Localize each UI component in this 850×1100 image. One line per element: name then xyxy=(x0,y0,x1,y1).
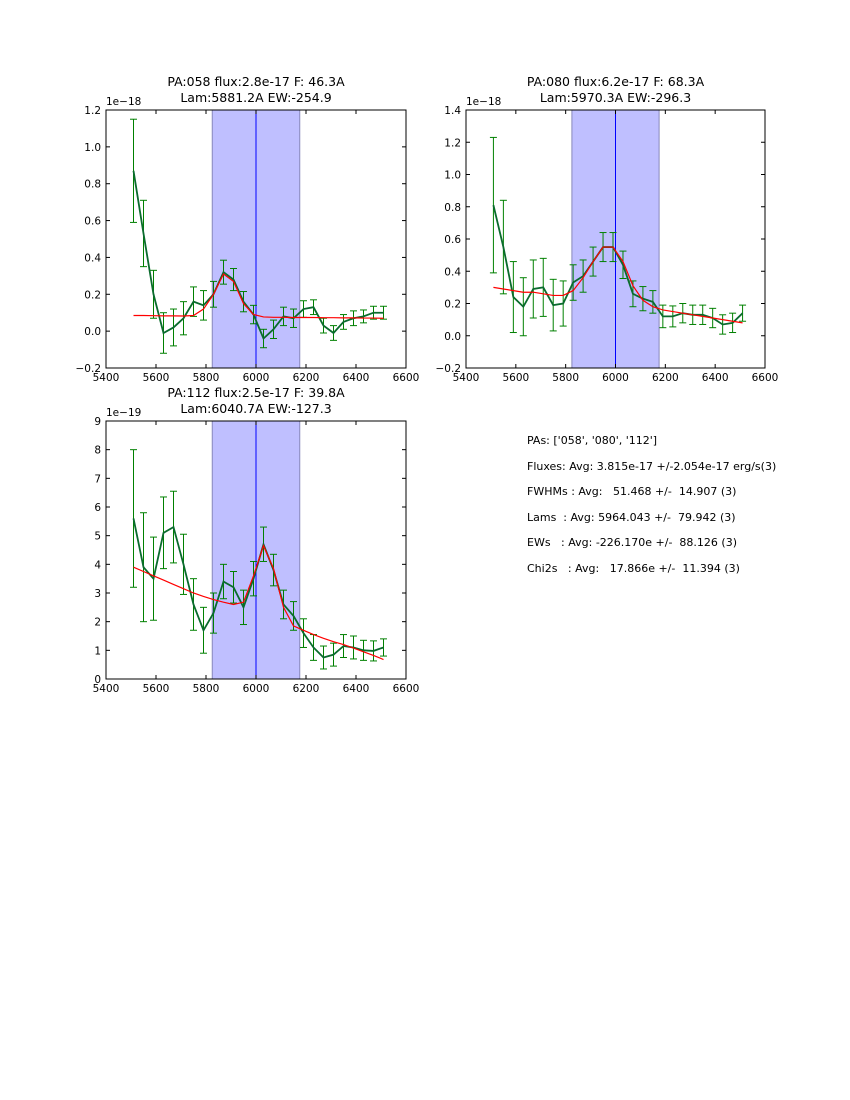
chart-title-line2: Lam:6040.7A EW:-127.3 xyxy=(180,401,331,416)
y-tick-label: 0 xyxy=(94,674,101,686)
plot-area xyxy=(130,421,387,679)
y-tick-label: 0.8 xyxy=(84,179,101,191)
x-tick-label: 6400 xyxy=(343,683,370,695)
subplot-2: 5400 5600 5800 6000 6200 6400 6600 −0.2 0.0 0.2 0.… xyxy=(436,74,779,384)
y-tick-label: 1.0 xyxy=(444,170,461,182)
y-tick-label: 0.4 xyxy=(84,252,101,264)
x-tick-label: 6200 xyxy=(652,372,679,384)
chart-title-line1: PA:112 flux:2.5e-17 F: 39.8A xyxy=(167,385,345,400)
y-tick-label: 1.4 xyxy=(444,105,461,117)
y-offset-label: 1e−18 xyxy=(106,96,141,108)
x-tick-label: 5400 xyxy=(93,372,120,384)
x-tick-label: 6600 xyxy=(393,372,420,384)
plot-area xyxy=(130,110,387,368)
x-tick-label: 6000 xyxy=(243,683,270,695)
y-tick-label: −0.2 xyxy=(436,363,462,375)
fit-line xyxy=(133,273,384,319)
y-tick-label: 3 xyxy=(94,588,101,600)
x-tick-label: 6000 xyxy=(602,372,629,384)
stats-summary: PAs: ['058', '080', '112'] Fluxes: Avg: … xyxy=(527,434,776,587)
plot-area xyxy=(489,110,747,368)
x-tick-label: 5400 xyxy=(93,683,120,695)
x-tick-label: 5800 xyxy=(193,372,220,384)
y-tick-label: 5 xyxy=(94,531,101,543)
subplot-3: 5400 5600 5800 6000 6200 6400 6600 0 1 2 3 4 5 6 7 8 9 1e… xyxy=(93,385,420,695)
y-tick-label: 4 xyxy=(94,559,101,571)
y-tick-label: 1.0 xyxy=(84,142,101,154)
x-tick-label: 6600 xyxy=(752,372,779,384)
y-tick-label: 7 xyxy=(94,473,101,485)
y-tick-label: 0.2 xyxy=(444,299,461,311)
fit-line xyxy=(133,544,384,661)
stats-pas: PAs: ['058', '080', '112'] xyxy=(527,434,658,447)
stats-lams: Lams : Avg: 5964.043 +/- 79.942 (3) xyxy=(527,510,736,524)
data-line xyxy=(132,170,384,341)
x-tick-label: 6400 xyxy=(343,372,370,384)
x-tick-label: 5600 xyxy=(143,372,170,384)
y-tick-label: 0.6 xyxy=(444,234,461,246)
stats-fwhms: FWHMs : Avg: 51.468 +/- 14.907 (3) xyxy=(527,485,737,498)
chart-title-line1: PA:058 flux:2.8e-17 F: 46.3A xyxy=(167,74,345,89)
stats-fluxes: Fluxes: Avg: 3.815e-17 +/-2.054e-17 erg/… xyxy=(527,459,777,473)
y-tick-label: 0.6 xyxy=(84,216,101,228)
y-offset-label: 1e−18 xyxy=(466,96,501,108)
y-tick-label: −0.2 xyxy=(76,363,102,375)
chart-title-line2: Lam:5881.2A EW:-254.9 xyxy=(180,90,331,105)
x-tick-label: 5400 xyxy=(453,372,480,384)
x-tick-label: 5600 xyxy=(502,372,529,384)
y-tick-label: 6 xyxy=(94,502,101,514)
chart-title-line1: PA:080 flux:6.2e-17 F: 68.3A xyxy=(527,74,705,89)
y-tick-label: 1 xyxy=(94,645,101,657)
y-tick-label: 8 xyxy=(94,445,101,457)
data-line xyxy=(492,204,744,326)
subplot-1: 5400 5600 5800 6000 6200 6400 6600 −0.2 0.0 0.2 0.… xyxy=(76,74,420,384)
y-tick-label: 1.2 xyxy=(84,105,101,117)
x-tick-label: 5800 xyxy=(552,372,579,384)
y-tick-label: 0.0 xyxy=(84,326,101,338)
y-tick-label: 0.0 xyxy=(444,331,461,343)
y-tick-label: 9 xyxy=(94,416,101,428)
stats-ews: EWs : Avg: -226.170e +/- 88.126 (3) xyxy=(527,536,737,549)
y-tick-label: 0.2 xyxy=(84,289,101,301)
y-tick-label: 0.4 xyxy=(444,266,461,278)
x-tick-label: 5800 xyxy=(193,683,220,695)
chart-title-line2: Lam:5970.3A EW:-296.3 xyxy=(540,90,691,105)
x-tick-label: 6600 xyxy=(393,683,420,695)
x-tick-label: 6000 xyxy=(243,372,270,384)
stats-chi2s: Chi2s : Avg: 17.866e +/- 11.394 (3) xyxy=(527,561,740,575)
y-tick-label: 1.2 xyxy=(444,137,461,149)
x-tick-label: 6200 xyxy=(293,372,320,384)
x-tick-label: 6400 xyxy=(702,372,729,384)
y-offset-label: 1e−19 xyxy=(106,407,141,419)
fit-line xyxy=(493,246,743,324)
y-tick-label: 2 xyxy=(94,617,101,629)
x-tick-label: 6200 xyxy=(293,683,320,695)
x-tick-label: 5600 xyxy=(143,683,170,695)
y-tick-label: 0.8 xyxy=(444,202,461,214)
